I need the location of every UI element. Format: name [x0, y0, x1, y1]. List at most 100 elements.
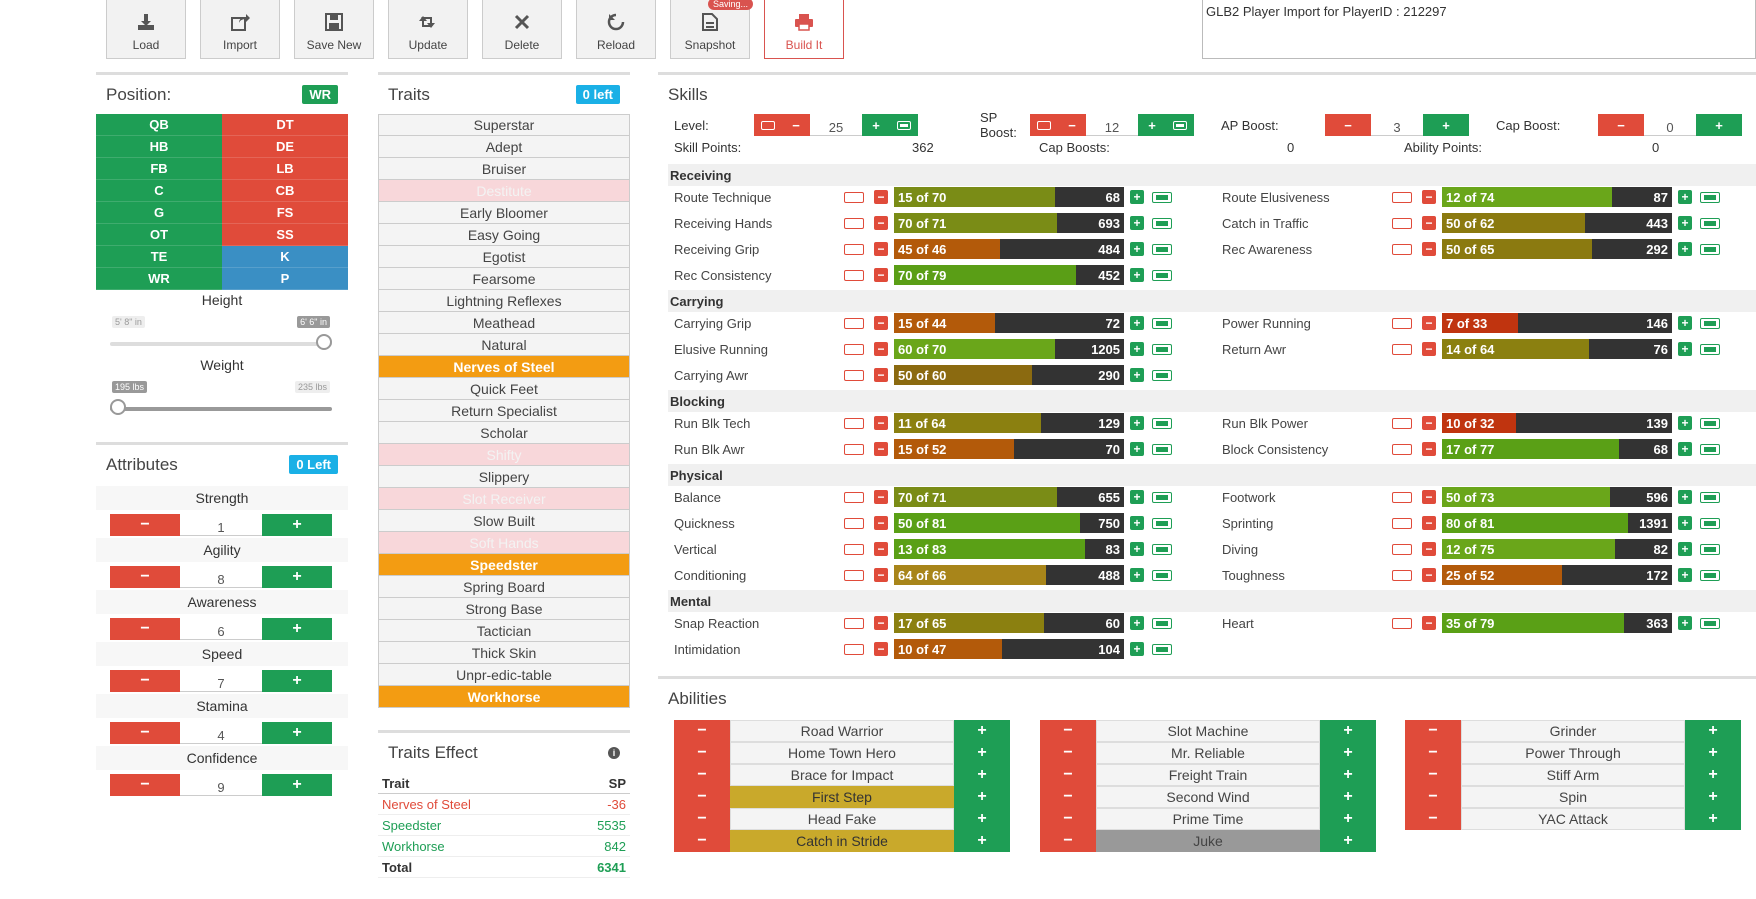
stiff-arm-minus-button[interactable]: − — [1405, 764, 1461, 786]
receiving-hands-minus-button[interactable]: − — [874, 216, 888, 230]
footwork-minus-button[interactable]: − — [1422, 490, 1436, 504]
vertical-minus-button[interactable]: − — [874, 542, 888, 556]
battery-full-icon[interactable] — [1152, 369, 1172, 381]
snap-reaction-plus-button[interactable]: + — [1130, 616, 1144, 630]
conditioning-plus-button[interactable]: + — [1130, 568, 1144, 582]
sp-boost-reset-button[interactable] — [1030, 114, 1058, 136]
snap-reaction-minus-button[interactable]: − — [874, 616, 888, 630]
delete-button[interactable]: Delete — [482, 0, 562, 59]
stamina-value[interactable]: 4 — [180, 722, 262, 744]
trait-thick-skin[interactable]: Thick Skin — [378, 642, 630, 664]
run-blk-power-minus-button[interactable]: − — [1422, 416, 1436, 430]
mr-reliable-minus-button[interactable]: − — [1040, 742, 1096, 764]
first-step-plus-button[interactable]: + — [954, 786, 1010, 808]
battery-full-icon[interactable] — [1152, 191, 1172, 203]
position-hb[interactable]: HB — [96, 136, 222, 158]
ability-name[interactable]: YAC Attack — [1461, 808, 1685, 830]
sprinting-plus-button[interactable]: + — [1678, 516, 1692, 530]
power-running-plus-button[interactable]: + — [1678, 316, 1692, 330]
route-elusiveness-plus-button[interactable]: + — [1678, 190, 1692, 204]
conditioning-minus-button[interactable]: − — [874, 568, 888, 582]
route-elusiveness-minus-button[interactable]: − — [1422, 190, 1436, 204]
ability-name[interactable]: Freight Train — [1096, 764, 1320, 786]
ability-name[interactable]: Prime Time — [1096, 808, 1320, 830]
quickness-plus-button[interactable]: + — [1130, 516, 1144, 530]
position-dt[interactable]: DT — [222, 114, 348, 136]
battery-full-icon[interactable] — [1152, 217, 1172, 229]
snapshot-button[interactable]: Saving... Snapshot — [670, 0, 754, 59]
battery-full-icon[interactable] — [1152, 343, 1172, 355]
diving-minus-button[interactable]: − — [1422, 542, 1436, 556]
trait-spring-board[interactable]: Spring Board — [378, 576, 630, 598]
level-plus-button[interactable]: + — [862, 114, 890, 136]
sp-boost-minus-button[interactable]: − — [1058, 114, 1086, 136]
battery-empty-icon[interactable] — [844, 269, 864, 281]
second-wind-minus-button[interactable]: − — [1040, 786, 1096, 808]
update-button[interactable]: Update — [388, 0, 468, 59]
battery-empty-icon[interactable] — [1392, 217, 1412, 229]
road-warrior-minus-button[interactable]: − — [674, 720, 730, 742]
elusive-running-plus-button[interactable]: + — [1130, 342, 1144, 356]
position-qb[interactable]: QB — [96, 114, 222, 136]
grinder-plus-button[interactable]: + — [1685, 720, 1741, 742]
catch-in-traffic-minus-button[interactable]: − — [1422, 216, 1436, 230]
load-button[interactable]: Load — [106, 0, 186, 59]
cap-boost-minus-button[interactable]: − — [1598, 114, 1644, 136]
battery-empty-icon[interactable] — [844, 643, 864, 655]
position-k[interactable]: K — [222, 246, 348, 268]
rec-awareness-minus-button[interactable]: − — [1422, 242, 1436, 256]
spin-plus-button[interactable]: + — [1685, 786, 1741, 808]
battery-full-icon[interactable] — [1700, 543, 1720, 555]
carrying-grip-plus-button[interactable]: + — [1130, 316, 1144, 330]
yac-attack-minus-button[interactable]: − — [1405, 808, 1461, 830]
weight-handle[interactable] — [110, 399, 126, 415]
trait-egotist[interactable]: Egotist — [378, 246, 630, 268]
battery-empty-icon[interactable] — [1392, 317, 1412, 329]
battery-full-icon[interactable] — [1700, 617, 1720, 629]
battery-empty-icon[interactable] — [844, 343, 864, 355]
intimidation-plus-button[interactable]: + — [1130, 642, 1144, 656]
run-blk-tech-minus-button[interactable]: − — [874, 416, 888, 430]
info-icon[interactable]: i — [608, 746, 620, 759]
head-fake-plus-button[interactable]: + — [954, 808, 1010, 830]
position-fs[interactable]: FS — [222, 202, 348, 224]
level-max-button[interactable] — [890, 114, 918, 136]
trait-soft-hands[interactable]: Soft Hands — [378, 532, 630, 554]
battery-full-icon[interactable] — [1700, 443, 1720, 455]
battery-empty-icon[interactable] — [844, 243, 864, 255]
trait-workhorse[interactable]: Workhorse — [378, 686, 630, 708]
trait-strong-base[interactable]: Strong Base — [378, 598, 630, 620]
height-slider[interactable]: 5' 8" in 6' 6" in — [110, 316, 332, 352]
position-c[interactable]: C — [96, 180, 222, 202]
toughness-minus-button[interactable]: − — [1422, 568, 1436, 582]
brace-for-impact-minus-button[interactable]: − — [674, 764, 730, 786]
sp-boost-value[interactable]: 12 — [1086, 114, 1138, 136]
ability-name[interactable]: Catch in Stride — [730, 830, 954, 852]
spin-minus-button[interactable]: − — [1405, 786, 1461, 808]
route-technique-plus-button[interactable]: + — [1130, 190, 1144, 204]
trait-scholar[interactable]: Scholar — [378, 422, 630, 444]
ap-boost-value[interactable]: 3 — [1371, 114, 1423, 136]
stamina-plus-button[interactable]: + — [262, 722, 332, 744]
power-running-minus-button[interactable]: − — [1422, 316, 1436, 330]
battery-empty-icon[interactable] — [844, 517, 864, 529]
ability-name[interactable]: Home Town Hero — [730, 742, 954, 764]
yac-attack-plus-button[interactable]: + — [1685, 808, 1741, 830]
home-town-hero-plus-button[interactable]: + — [954, 742, 1010, 764]
freight-train-minus-button[interactable]: − — [1040, 764, 1096, 786]
carrying-awr-plus-button[interactable]: + — [1130, 368, 1144, 382]
road-warrior-plus-button[interactable]: + — [954, 720, 1010, 742]
position-lb[interactable]: LB — [222, 158, 348, 180]
position-de[interactable]: DE — [222, 136, 348, 158]
battery-empty-icon[interactable] — [844, 443, 864, 455]
route-technique-minus-button[interactable]: − — [874, 190, 888, 204]
battery-full-icon[interactable] — [1700, 317, 1720, 329]
ability-name[interactable]: Stiff Arm — [1461, 764, 1685, 786]
strength-value[interactable]: 1 — [180, 514, 262, 536]
rec-consistency-plus-button[interactable]: + — [1130, 268, 1144, 282]
battery-empty-icon[interactable] — [844, 417, 864, 429]
trait-slot-receiver[interactable]: Slot Receiver — [378, 488, 630, 510]
position-g[interactable]: G — [96, 202, 222, 224]
trait-unpr-edic-table[interactable]: Unpr-edic-table — [378, 664, 630, 686]
heart-plus-button[interactable]: + — [1678, 616, 1692, 630]
